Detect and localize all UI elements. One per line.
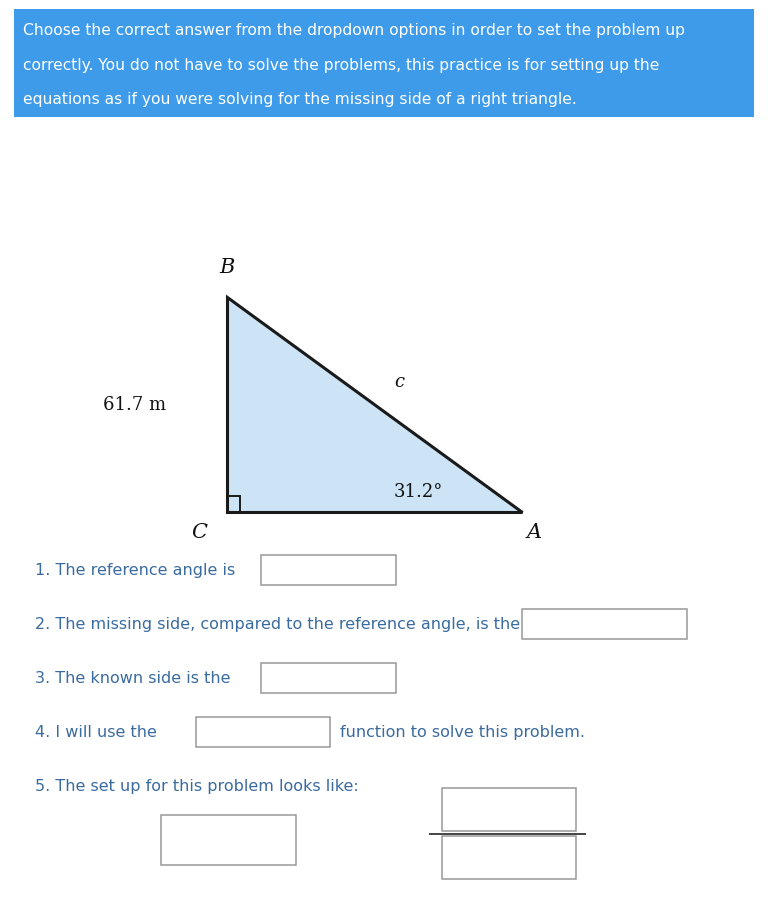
Text: equations as if you were solving for the missing side of a right triangle.: equations as if you were solving for the… [23, 92, 577, 107]
Text: 61.7 m: 61.7 m [103, 396, 166, 414]
FancyBboxPatch shape [522, 609, 687, 639]
FancyBboxPatch shape [261, 663, 396, 693]
Text: A: A [526, 523, 541, 542]
Text: B: B [219, 258, 234, 277]
Text: 31.2°: 31.2° [394, 483, 443, 501]
FancyBboxPatch shape [196, 717, 330, 747]
Text: correctly. You do not have to solve the problems, this practice is for setting u: correctly. You do not have to solve the … [23, 58, 660, 73]
Text: 2. The missing side, compared to the reference angle, is the: 2. The missing side, compared to the ref… [35, 618, 520, 632]
Text: 5. The set up for this problem looks like:: 5. The set up for this problem looks lik… [35, 779, 359, 794]
Text: Choose the correct answer from the dropdown options in order to set the problem : Choose the correct answer from the dropd… [23, 23, 685, 39]
FancyBboxPatch shape [261, 555, 396, 585]
Text: 3. The known side is the: 3. The known side is the [35, 672, 230, 686]
Polygon shape [227, 297, 522, 512]
FancyBboxPatch shape [442, 836, 576, 879]
Text: 1. The reference angle is: 1. The reference angle is [35, 564, 235, 578]
FancyBboxPatch shape [161, 815, 296, 865]
FancyBboxPatch shape [442, 788, 576, 831]
Text: c: c [394, 373, 405, 391]
Text: C: C [192, 523, 207, 542]
Text: 4. I will use the: 4. I will use the [35, 725, 157, 740]
FancyBboxPatch shape [14, 9, 754, 117]
Text: function to solve this problem.: function to solve this problem. [340, 725, 585, 740]
